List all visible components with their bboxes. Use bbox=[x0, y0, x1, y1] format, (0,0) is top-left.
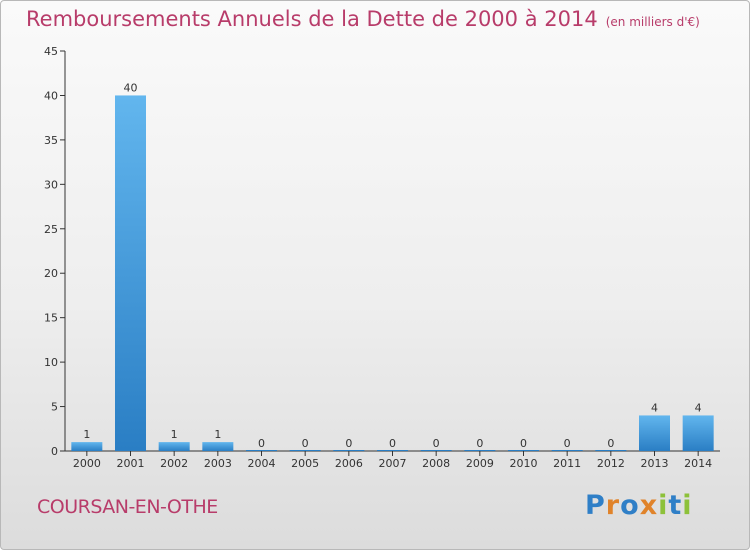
data-label: 1 bbox=[83, 428, 90, 441]
bar bbox=[71, 442, 103, 451]
y-tick-label: 5 bbox=[51, 401, 58, 414]
data-label: 0 bbox=[520, 437, 527, 450]
bar bbox=[333, 450, 365, 451]
y-tick-label: 10 bbox=[44, 356, 58, 369]
x-tick-label: 2001 bbox=[117, 457, 145, 470]
bar bbox=[115, 95, 146, 451]
data-label: 40 bbox=[124, 81, 138, 94]
data-label: 0 bbox=[564, 437, 571, 450]
x-tick-label: 2000 bbox=[73, 457, 101, 470]
bar bbox=[595, 450, 627, 451]
data-label: 0 bbox=[258, 437, 265, 450]
chart-unit-text: (en milliers d'€) bbox=[605, 15, 700, 29]
logo-letter: x bbox=[639, 490, 659, 521]
y-tick-label: 15 bbox=[44, 312, 58, 325]
y-tick-label: 35 bbox=[44, 134, 58, 147]
x-tick-label: 2007 bbox=[379, 457, 407, 470]
data-label: 0 bbox=[476, 437, 483, 450]
x-tick-label: 2009 bbox=[466, 457, 494, 470]
data-label: 0 bbox=[607, 437, 614, 450]
bar bbox=[377, 450, 408, 451]
x-tick-label: 2004 bbox=[248, 457, 276, 470]
logo-letter: r bbox=[605, 490, 621, 521]
y-tick-label: 0 bbox=[51, 445, 58, 458]
data-label: 0 bbox=[345, 437, 352, 450]
data-label: 0 bbox=[433, 437, 440, 450]
x-tick-label: 2008 bbox=[422, 457, 450, 470]
bar bbox=[246, 450, 277, 451]
y-tick-label: 30 bbox=[44, 178, 58, 191]
chart-title: Remboursements Annuels de la Dette de 20… bbox=[26, 7, 700, 31]
data-label: 0 bbox=[389, 437, 396, 450]
bar bbox=[202, 442, 234, 451]
x-tick-label: 2002 bbox=[160, 457, 188, 470]
data-label: 4 bbox=[651, 401, 658, 414]
proxiti-logo: Proxiti bbox=[585, 490, 693, 521]
data-label: 0 bbox=[302, 437, 309, 450]
bar bbox=[289, 450, 321, 451]
logo-letter: o bbox=[620, 490, 640, 521]
y-tick-label: 45 bbox=[44, 45, 58, 58]
bar bbox=[464, 450, 496, 451]
bar bbox=[639, 415, 670, 451]
bar bbox=[158, 442, 190, 451]
bar bbox=[420, 450, 452, 451]
data-label: 1 bbox=[171, 428, 178, 441]
x-tick-label: 2012 bbox=[597, 457, 625, 470]
chart-title-text: Remboursements Annuels de la Dette de 20… bbox=[26, 7, 598, 31]
x-tick-label: 2006 bbox=[335, 457, 363, 470]
bars bbox=[71, 95, 714, 451]
bar bbox=[551, 450, 583, 451]
x-tick-label: 2013 bbox=[641, 457, 669, 470]
x-tick-label: 2003 bbox=[204, 457, 232, 470]
bar bbox=[682, 415, 714, 451]
data-label: 4 bbox=[695, 401, 702, 414]
x-tick-label: 2011 bbox=[553, 457, 581, 470]
y-tick-label: 25 bbox=[44, 223, 58, 236]
x-tick-label: 2005 bbox=[291, 457, 319, 470]
y-tick-label: 40 bbox=[44, 89, 58, 102]
x-tick-label: 2014 bbox=[684, 457, 712, 470]
y-tick-label: 20 bbox=[44, 267, 58, 280]
commune-name: COURSAN-EN-OTHE bbox=[37, 496, 218, 518]
logo-letter: t bbox=[668, 490, 683, 521]
bar bbox=[508, 450, 539, 451]
data-labels: 1 40 1 1 0 0 0 0 0 0 0 0 0 4 4 bbox=[83, 81, 701, 450]
logo-letter: P bbox=[585, 490, 606, 521]
logo-letter: i bbox=[682, 490, 693, 521]
x-tick-label: 2010 bbox=[510, 457, 538, 470]
data-label: 1 bbox=[214, 428, 221, 441]
logo-letter: i bbox=[658, 490, 669, 521]
